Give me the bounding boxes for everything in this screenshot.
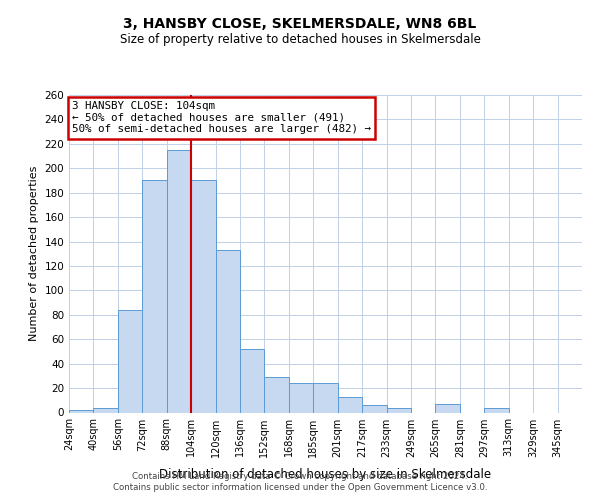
Bar	[94, 408, 118, 412]
Bar	[142, 180, 167, 412]
Text: 3 HANSBY CLOSE: 104sqm
← 50% of detached houses are smaller (491)
50% of semi-de: 3 HANSBY CLOSE: 104sqm ← 50% of detached…	[72, 101, 371, 134]
Text: Size of property relative to detached houses in Skelmersdale: Size of property relative to detached ho…	[119, 32, 481, 46]
Bar	[191, 180, 215, 412]
Bar	[484, 408, 509, 412]
Bar	[240, 349, 265, 412]
Bar	[313, 383, 338, 412]
Bar	[436, 404, 460, 412]
Bar	[215, 250, 240, 412]
Bar	[362, 405, 386, 412]
Text: Contains public sector information licensed under the Open Government Licence v3: Contains public sector information licen…	[113, 483, 487, 492]
Bar	[167, 150, 191, 412]
Bar	[289, 383, 313, 412]
Bar	[386, 408, 411, 412]
Text: 3, HANSBY CLOSE, SKELMERSDALE, WN8 6BL: 3, HANSBY CLOSE, SKELMERSDALE, WN8 6BL	[124, 18, 476, 32]
X-axis label: Distribution of detached houses by size in Skelmersdale: Distribution of detached houses by size …	[160, 468, 491, 481]
Bar	[69, 410, 94, 412]
Bar	[118, 310, 142, 412]
Bar	[338, 396, 362, 412]
Y-axis label: Number of detached properties: Number of detached properties	[29, 166, 39, 342]
Bar	[265, 377, 289, 412]
Text: Contains HM Land Registry data © Crown copyright and database right 2024.: Contains HM Land Registry data © Crown c…	[132, 472, 468, 481]
